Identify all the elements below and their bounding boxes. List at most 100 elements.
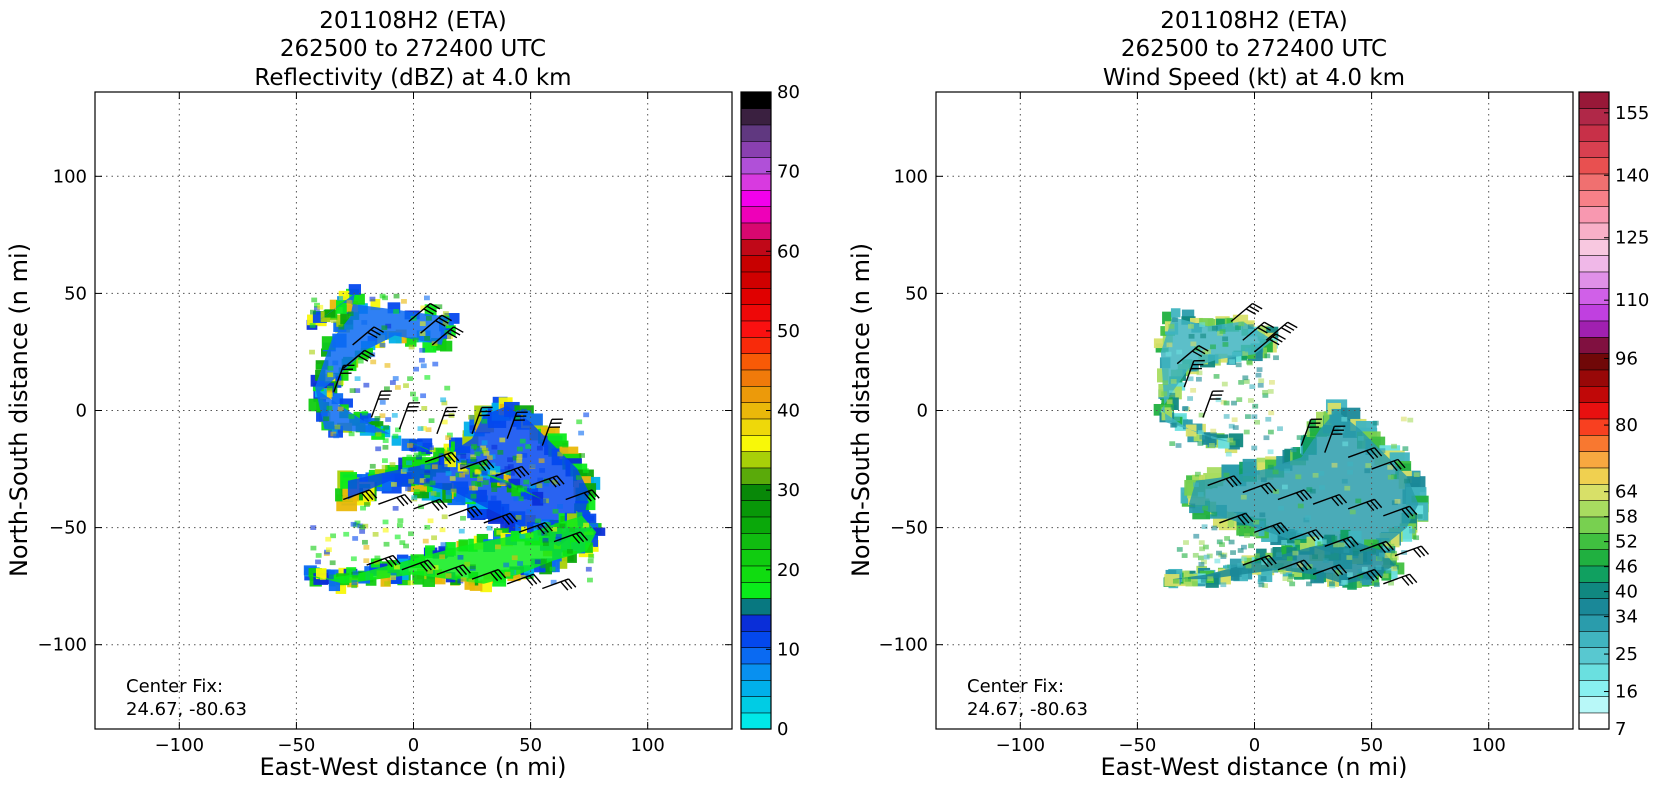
echo-speckle (406, 454, 413, 460)
echo-speckle (383, 541, 390, 547)
echo-speckle (413, 366, 419, 372)
echo-speckle (1306, 581, 1312, 587)
echo-cell (405, 337, 417, 347)
echo-speckle (1202, 544, 1209, 550)
echo-speckle (1416, 514, 1423, 519)
echo-speckle (407, 376, 413, 381)
echo-speckle (1290, 447, 1297, 453)
wind-barb (1265, 321, 1298, 341)
echo-speckle (504, 571, 511, 577)
echo-speckle (391, 413, 398, 418)
echo-speckle (441, 400, 448, 406)
echo-speckle (309, 323, 316, 328)
echo-speckle (1207, 576, 1214, 582)
echo-speckle (1227, 437, 1234, 443)
echo-speckle (419, 478, 426, 483)
x-tick-label: −50 (1118, 735, 1156, 756)
colorbar-segment (740, 108, 772, 126)
wind-barb (506, 411, 528, 439)
echo-speckle (1262, 393, 1269, 398)
echo-speckle (1267, 429, 1274, 435)
echo-speckle (516, 446, 523, 452)
colorbar-segment (1578, 679, 1610, 697)
colorbar-segment (1578, 108, 1610, 126)
echo-speckle (1263, 435, 1270, 441)
colorbar-tick-label: 20 (777, 560, 800, 581)
echo-speckle (455, 472, 462, 478)
echo-speckle (1392, 555, 1399, 561)
colorbar-tick-label: 96 (1615, 348, 1638, 369)
echo-speckle (518, 487, 525, 493)
echo-cell (492, 530, 503, 545)
echo-speckle (348, 431, 355, 437)
echo-speckle (1272, 469, 1279, 475)
echo-speckle (1260, 576, 1267, 581)
echo-speckle (507, 464, 514, 469)
echo-speckle (381, 325, 388, 331)
echo-speckle (419, 347, 426, 353)
echo-speckle (1409, 528, 1416, 534)
echo-region (1160, 316, 1274, 444)
echo-speckle (1231, 400, 1237, 406)
colorbar-tick-label: 64 (1615, 482, 1638, 503)
echo-speckle (338, 324, 345, 330)
echo-speckle (1402, 446, 1409, 451)
echo-speckle (1214, 558, 1221, 564)
wind-barb (1324, 536, 1359, 549)
center-fix-label: Center Fix: (967, 676, 1064, 697)
echo-speckle (392, 433, 399, 439)
echo-speckle (359, 524, 366, 530)
echo-cell (1218, 438, 1230, 449)
echo-speckle (460, 453, 467, 459)
echo-speckle (1297, 562, 1304, 568)
echo-speckle (1349, 509, 1356, 515)
echo-speckle (1230, 550, 1236, 555)
echo-speckle (1215, 324, 1222, 330)
echo-speckle (1193, 482, 1199, 488)
x-tick-label: −100 (996, 735, 1045, 756)
echo-speckle (1388, 543, 1395, 549)
wind-barb (1312, 493, 1348, 507)
wind-barbs (1176, 302, 1430, 586)
echo-speckle (381, 464, 388, 470)
echo-speckle (1246, 359, 1253, 365)
echo-speckle (1279, 569, 1286, 575)
echo-speckle (1228, 539, 1235, 545)
colorbar-tick-label: 140 (1615, 165, 1649, 186)
echo-speckle (489, 462, 496, 468)
wind-barbs (333, 302, 600, 591)
echo-cell (1287, 568, 1303, 577)
echo-speckle (422, 538, 429, 544)
colorbar-segment (740, 679, 772, 697)
wind-barb (408, 302, 441, 323)
echo-speckle (1169, 441, 1176, 446)
echo-speckle (361, 410, 368, 416)
echo-speckle (1205, 434, 1212, 439)
colorbar-segment (740, 696, 772, 714)
echo-cell (387, 302, 401, 314)
echo-speckle (517, 496, 524, 502)
echo-speckle (445, 494, 452, 500)
echo-speckle (534, 518, 541, 524)
echo-speckle (1193, 533, 1200, 539)
echo-speckle (403, 543, 409, 549)
panel-title-line-1: 201108H2 (ETA) (1160, 8, 1348, 34)
echo-speckle (543, 541, 549, 547)
echo-speckle (325, 536, 332, 542)
echo-speckle (420, 425, 427, 431)
echo-cell (1364, 539, 1378, 552)
echo-speckle (516, 458, 523, 463)
echo-speckle (1229, 440, 1236, 446)
echo-speckle (550, 579, 557, 585)
echo-speckle (315, 364, 322, 369)
echo-speckle (1166, 399, 1173, 405)
wind-barb (483, 512, 518, 525)
colorbar-segment (740, 222, 772, 240)
echo-speckle (1361, 566, 1368, 572)
wind-barb (460, 458, 495, 472)
echo-speckle (1170, 422, 1176, 428)
echo-speckle (337, 406, 344, 412)
echo-speckle (1387, 474, 1394, 480)
colorbar-tick-label: 7 (1615, 719, 1626, 740)
echo-speckle (503, 562, 510, 568)
